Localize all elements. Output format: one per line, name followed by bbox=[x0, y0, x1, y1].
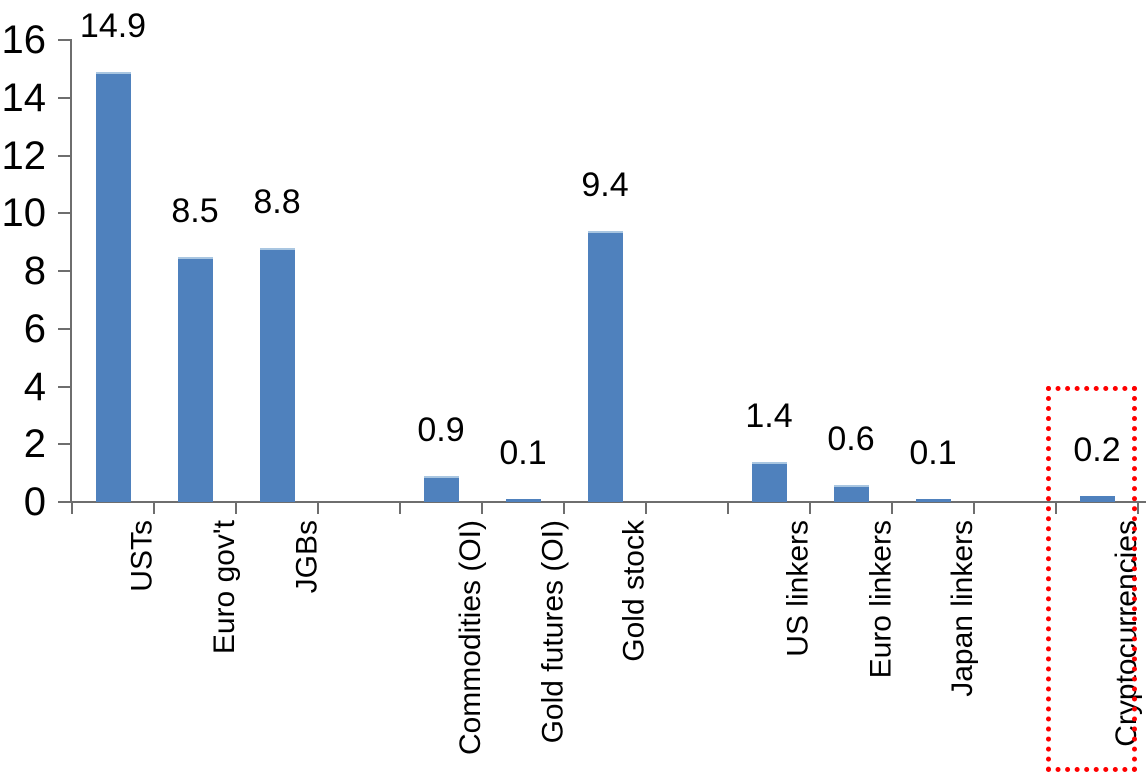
x-tick bbox=[153, 502, 155, 514]
y-tick-label: 10 bbox=[1, 191, 47, 236]
bar bbox=[505, 499, 541, 502]
category-label: Japan linkers bbox=[946, 520, 979, 697]
bar bbox=[259, 247, 295, 502]
y-tick bbox=[58, 212, 72, 215]
category-label: JGBs bbox=[290, 520, 323, 594]
x-tick bbox=[71, 502, 73, 514]
x-tick bbox=[563, 502, 565, 514]
y-tick-label: 4 bbox=[23, 364, 46, 409]
y-tick bbox=[58, 501, 72, 503]
y-tick-label: 6 bbox=[23, 306, 46, 351]
bar-value-label: 8.8 bbox=[253, 182, 301, 221]
category-label: Euro gov't bbox=[208, 520, 241, 655]
highlight-box bbox=[1046, 386, 1137, 772]
y-tick bbox=[58, 270, 72, 272]
category-label: Commodities (OI) bbox=[454, 520, 487, 756]
bar bbox=[423, 476, 459, 502]
category-label: USTs bbox=[126, 520, 159, 592]
bar-value-label: 1.4 bbox=[745, 396, 793, 435]
bar bbox=[177, 256, 213, 502]
bar bbox=[587, 230, 623, 502]
x-tick bbox=[973, 502, 975, 514]
x-tick bbox=[399, 502, 401, 514]
x-tick bbox=[1055, 502, 1057, 514]
x-tick bbox=[645, 502, 647, 514]
bar-value-label: 8.5 bbox=[171, 191, 219, 230]
y-tick bbox=[58, 385, 72, 388]
y-tick bbox=[58, 443, 72, 446]
bar bbox=[915, 499, 951, 502]
bar-value-label: 14.9 bbox=[79, 6, 147, 45]
bar bbox=[833, 484, 869, 502]
x-tick bbox=[891, 502, 893, 514]
x-tick bbox=[809, 502, 811, 514]
x-axis-line bbox=[58, 501, 1146, 503]
y-tick bbox=[58, 154, 72, 157]
x-tick bbox=[727, 502, 729, 514]
category-label: Gold stock bbox=[618, 520, 651, 662]
bar bbox=[95, 71, 131, 502]
bar-value-label: 9.4 bbox=[581, 165, 629, 204]
bar-value-label: 0.2 bbox=[1073, 431, 1121, 470]
bar-value-label: 0.1 bbox=[909, 434, 957, 473]
x-tick bbox=[1137, 502, 1139, 514]
bar-value-label: 0.9 bbox=[417, 411, 465, 449]
category-label: Gold futures (OI) bbox=[536, 520, 569, 744]
x-tick bbox=[481, 502, 483, 514]
y-tick-label: 8 bbox=[23, 249, 46, 293]
x-tick bbox=[235, 502, 237, 514]
x-tick bbox=[317, 502, 319, 514]
bar-value-label: 0.6 bbox=[827, 419, 875, 458]
category-label: Euro linkers bbox=[864, 520, 897, 679]
category-label: US linkers bbox=[782, 520, 815, 657]
y-tick-label: 12 bbox=[1, 133, 47, 178]
y-tick bbox=[58, 96, 72, 99]
y-tick-label: 14 bbox=[1, 75, 47, 120]
y-tick-label: 2 bbox=[23, 422, 46, 467]
y-tick bbox=[58, 39, 72, 41]
y-tick-label: 16 bbox=[1, 18, 47, 62]
y-tick bbox=[58, 327, 72, 330]
bar bbox=[751, 461, 787, 502]
y-tick-label: 0 bbox=[23, 480, 46, 524]
bar bbox=[1079, 496, 1115, 502]
bar-value-label: 0.1 bbox=[499, 434, 547, 473]
